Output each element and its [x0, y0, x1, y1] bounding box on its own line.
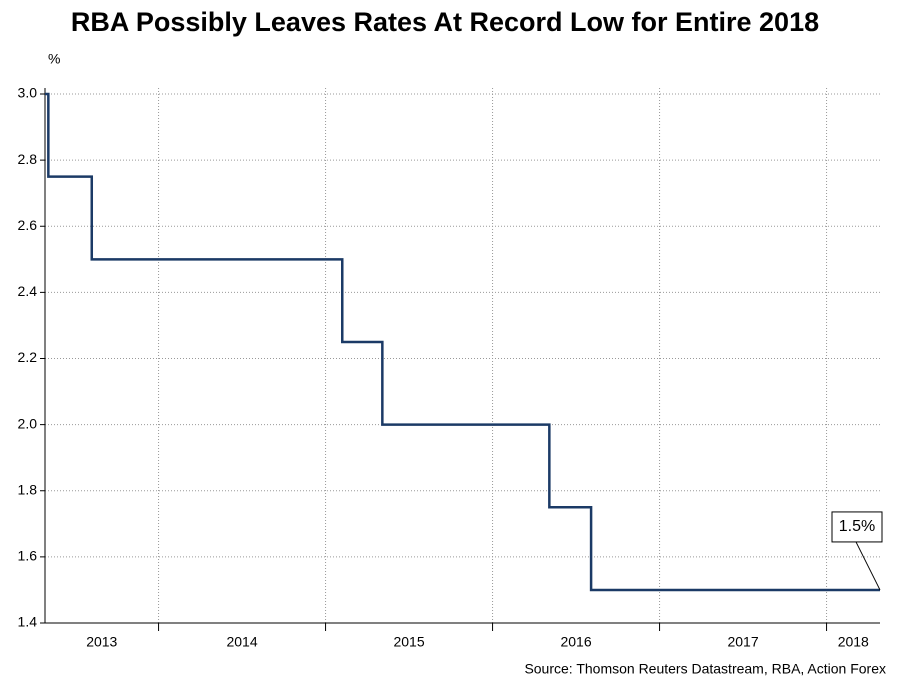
annotation-text: 1.5% — [839, 518, 875, 535]
y-tick-label: 1.8 — [18, 481, 38, 497]
x-tick-label: 2016 — [560, 634, 591, 650]
data-line — [45, 92, 880, 592]
y-tick-label: 2.2 — [18, 349, 38, 365]
y-tick-label: 2.4 — [18, 283, 38, 299]
y-tick-label: 1.6 — [18, 548, 38, 564]
x-tick-label: 2017 — [727, 634, 758, 650]
y-tick-label: 1.4 — [18, 614, 38, 630]
y-axis-label: % — [48, 51, 60, 67]
source-note: Source: Thomson Reuters Datastream, RBA,… — [524, 661, 886, 677]
y-tick-label: 2.8 — [18, 151, 38, 167]
annotation-leader — [855, 541, 881, 591]
annotation-box — [831, 511, 883, 543]
x-tick-label: 2015 — [393, 634, 424, 650]
chart-title: RBA Possibly Leaves Rates At Record Low … — [71, 7, 819, 37]
x-tick-label: 2013 — [86, 634, 117, 650]
x-tick-label: 2018 — [838, 634, 869, 650]
x-tick-label: 2014 — [226, 634, 257, 650]
y-tick-label: 3.0 — [18, 85, 38, 101]
y-tick-label: 2.0 — [18, 415, 38, 431]
y-tick-label: 2.6 — [18, 217, 38, 233]
